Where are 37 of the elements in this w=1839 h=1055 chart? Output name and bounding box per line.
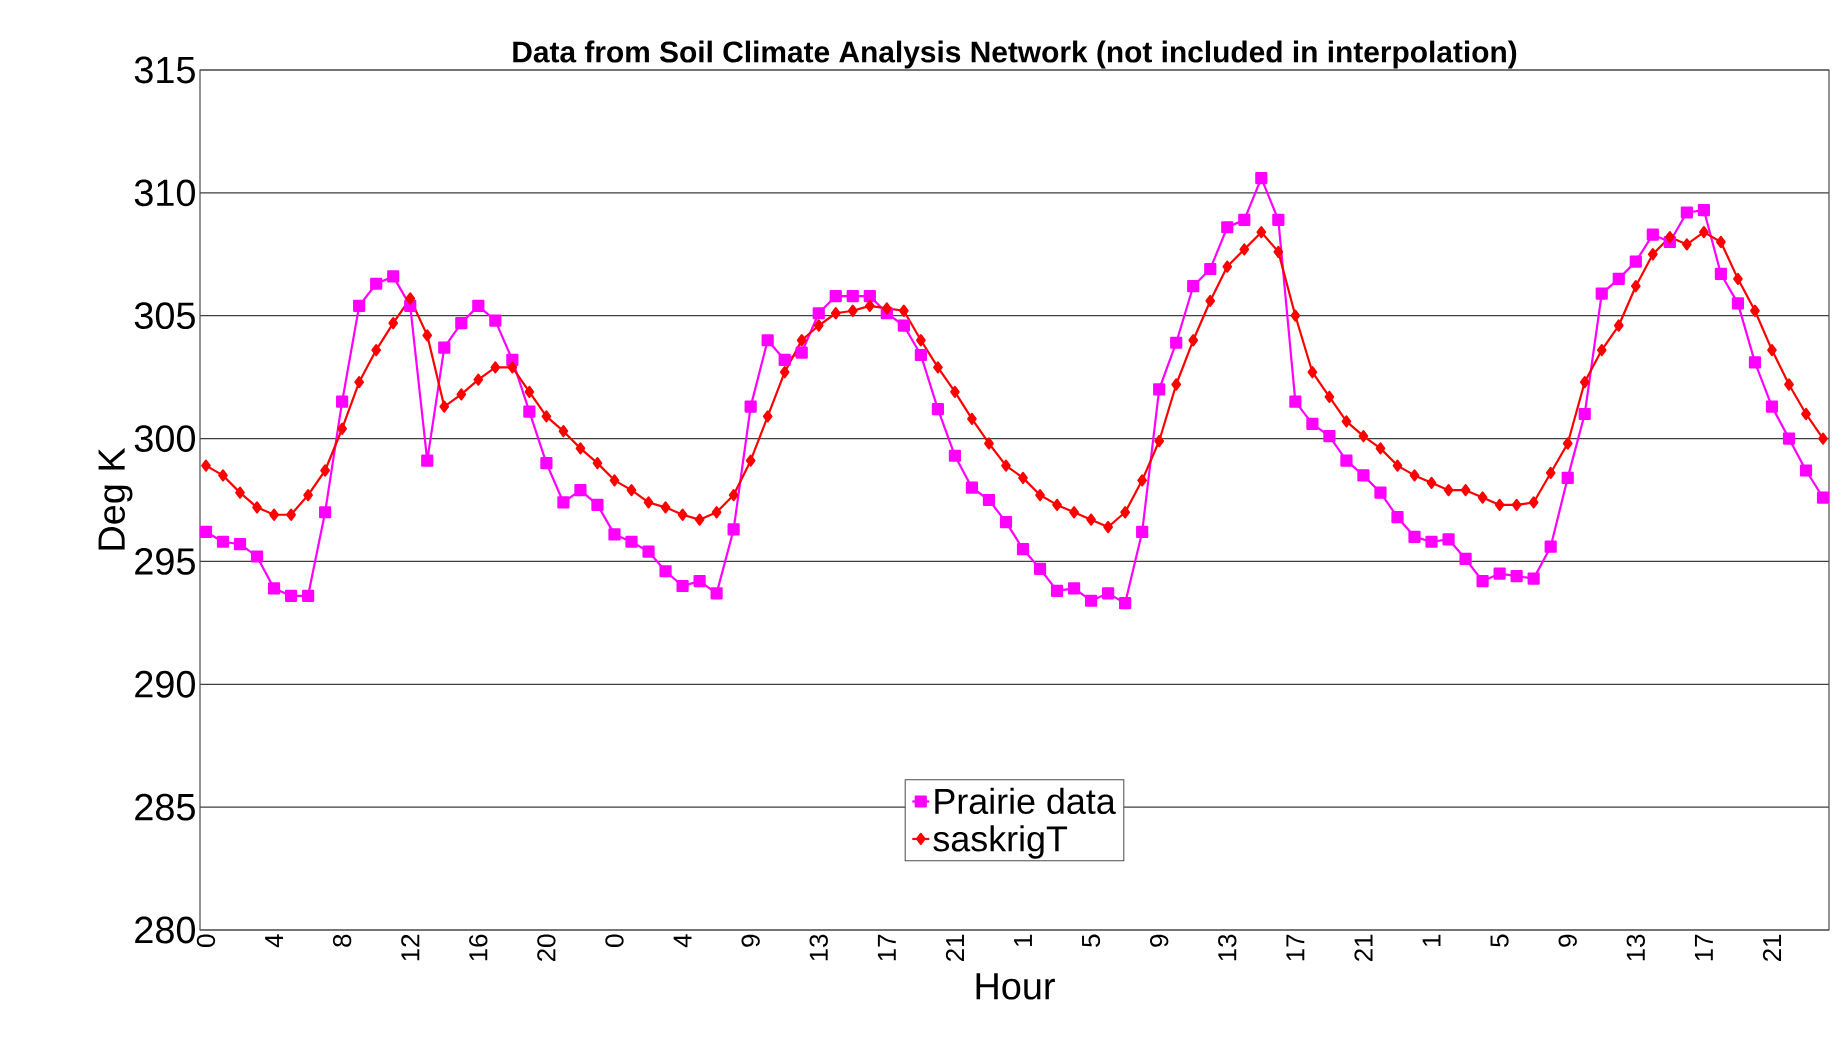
x-tick-label: 17 <box>1286 934 1305 961</box>
x-tick-label: 16 <box>469 934 488 961</box>
chart-title: Data from Soil Climate Analysis Network (not included in interpolation) <box>513 40 1517 69</box>
x-tick-label: 1 <box>1422 934 1441 946</box>
x-tick-label: 13 <box>1218 934 1237 961</box>
x-tick-label: 5 <box>1490 934 1509 947</box>
y-tick-label: 315 <box>134 56 195 84</box>
x-axis-title: Hour <box>976 973 1055 1000</box>
x-tick-label: 9 <box>1150 934 1169 947</box>
x-tick-label: 13 <box>1626 934 1645 961</box>
y-tick-label: 285 <box>135 793 195 821</box>
y-tick-label: 310 <box>134 179 195 207</box>
x-tick-label: 0 <box>605 934 624 947</box>
y-tick-label: 290 <box>135 670 195 698</box>
y-tick-label: 300 <box>134 425 195 452</box>
x-tick-label: 0 <box>196 934 216 947</box>
x-tick-label: 12 <box>401 934 420 961</box>
y-tick-label: 295 <box>135 548 195 575</box>
x-tick-label: 17 <box>877 934 896 961</box>
y-tick-label: 305 <box>134 302 195 330</box>
x-tick-label: 20 <box>537 934 556 962</box>
legend-label: saskrigT <box>933 825 1068 859</box>
x-tick-label: 21 <box>1354 934 1373 962</box>
x-tick-label: 1 <box>1014 934 1032 946</box>
x-tick-label: 17 <box>1694 934 1713 961</box>
x-tick-label: 13 <box>809 934 828 961</box>
x-tick-label: 21 <box>1762 934 1782 962</box>
x-tick-label: 9 <box>1558 934 1577 947</box>
x-tick-label: 4 <box>673 934 692 948</box>
y-tick-label: 280 <box>135 916 195 944</box>
x-tick-label: 9 <box>741 934 760 947</box>
y-axis-title: Deg K <box>98 447 133 550</box>
x-tick-label: 4 <box>265 934 283 948</box>
legend-label: Prairie data <box>935 787 1116 815</box>
x-tick-label: 5 <box>1082 934 1101 947</box>
x-tick-label: 21 <box>945 934 964 962</box>
x-tick-label: 8 <box>332 934 352 947</box>
